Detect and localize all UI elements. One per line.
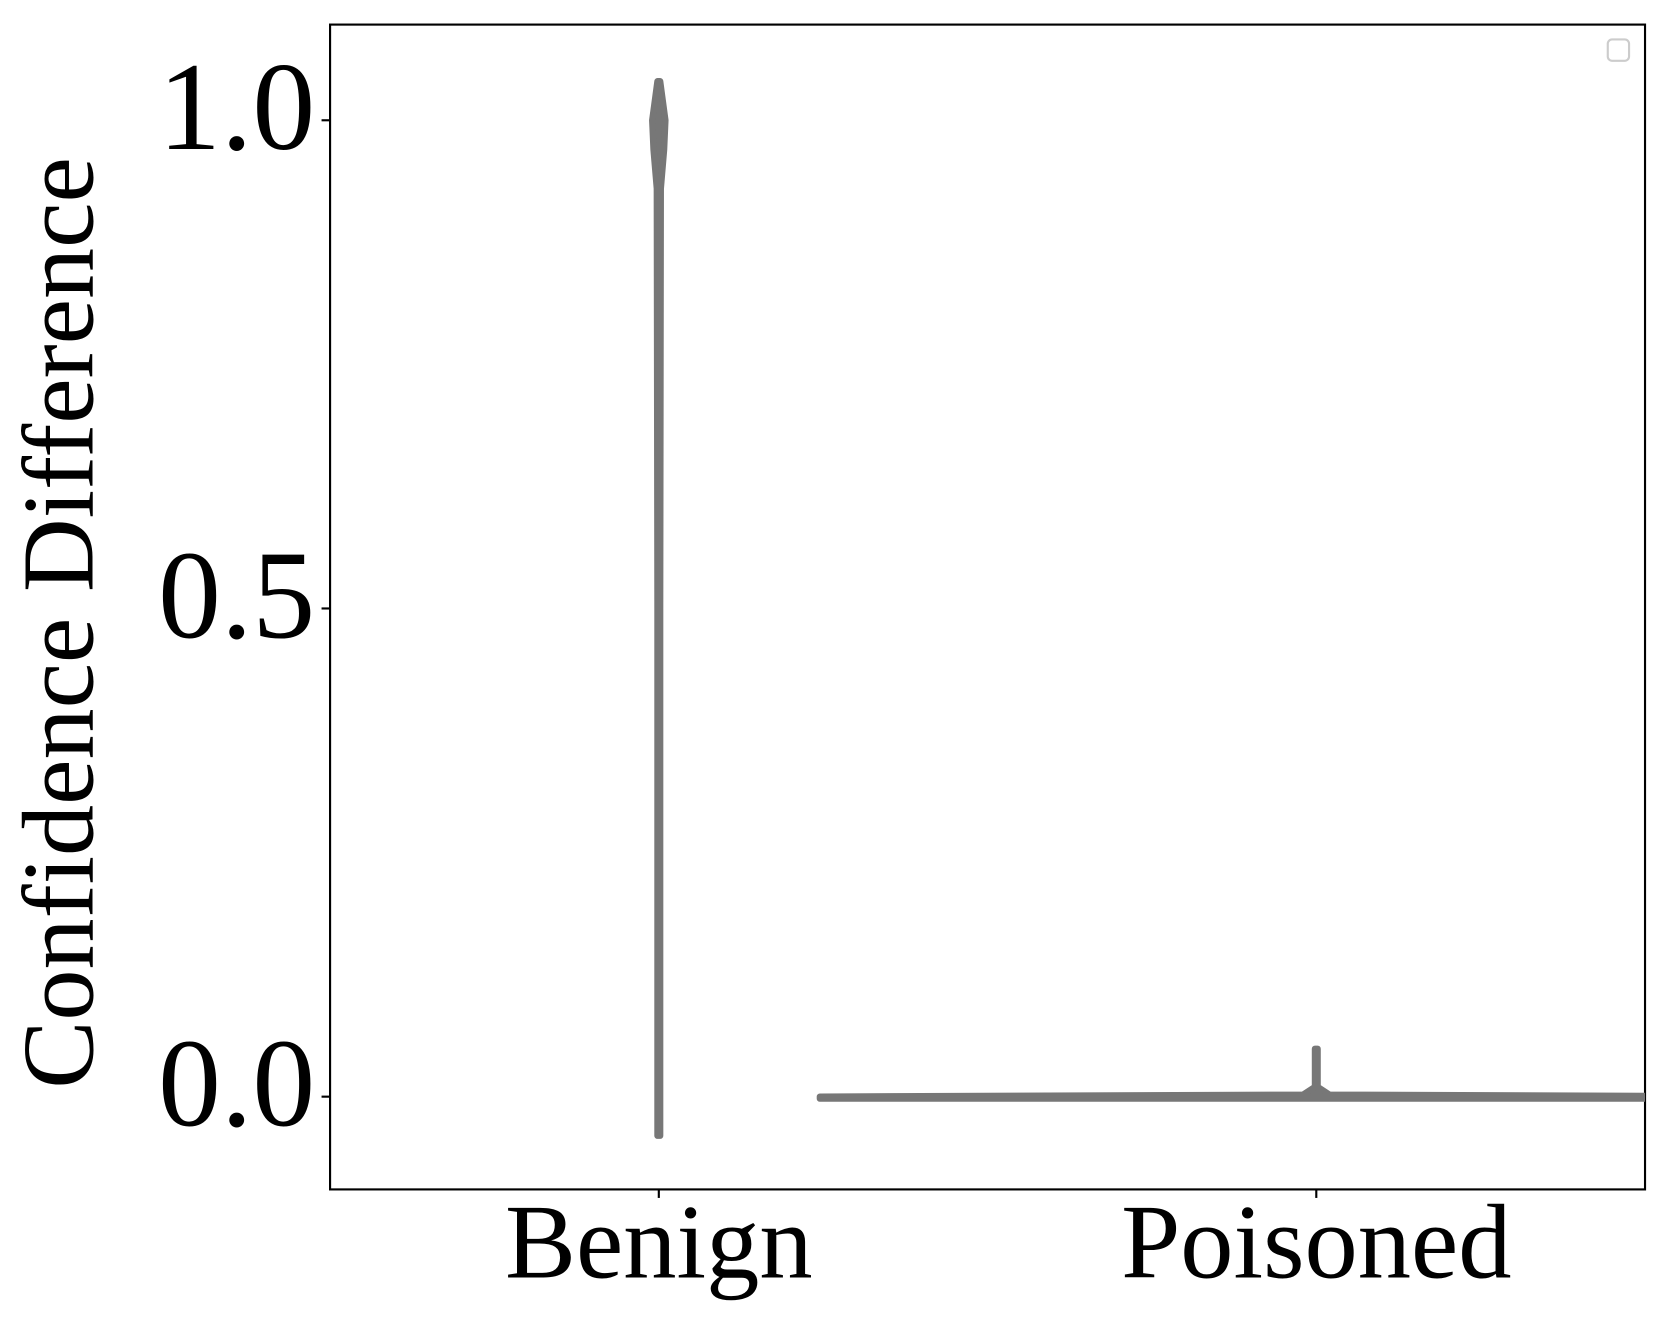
violins [649,78,1646,1139]
y-tick-label: 1.0 [158,38,315,177]
legend-box [1606,38,1631,62]
x-tick-label: Poisoned [1121,1184,1511,1302]
plot-area [329,23,1647,1191]
x-tick-label: Benign [505,1184,813,1302]
violin [816,1045,1646,1102]
y-axis-label: Confidence Difference [3,157,116,1089]
violin [649,78,669,1139]
y-tick-label: 0.5 [158,526,315,665]
y-tick-label: 0.0 [158,1014,315,1153]
